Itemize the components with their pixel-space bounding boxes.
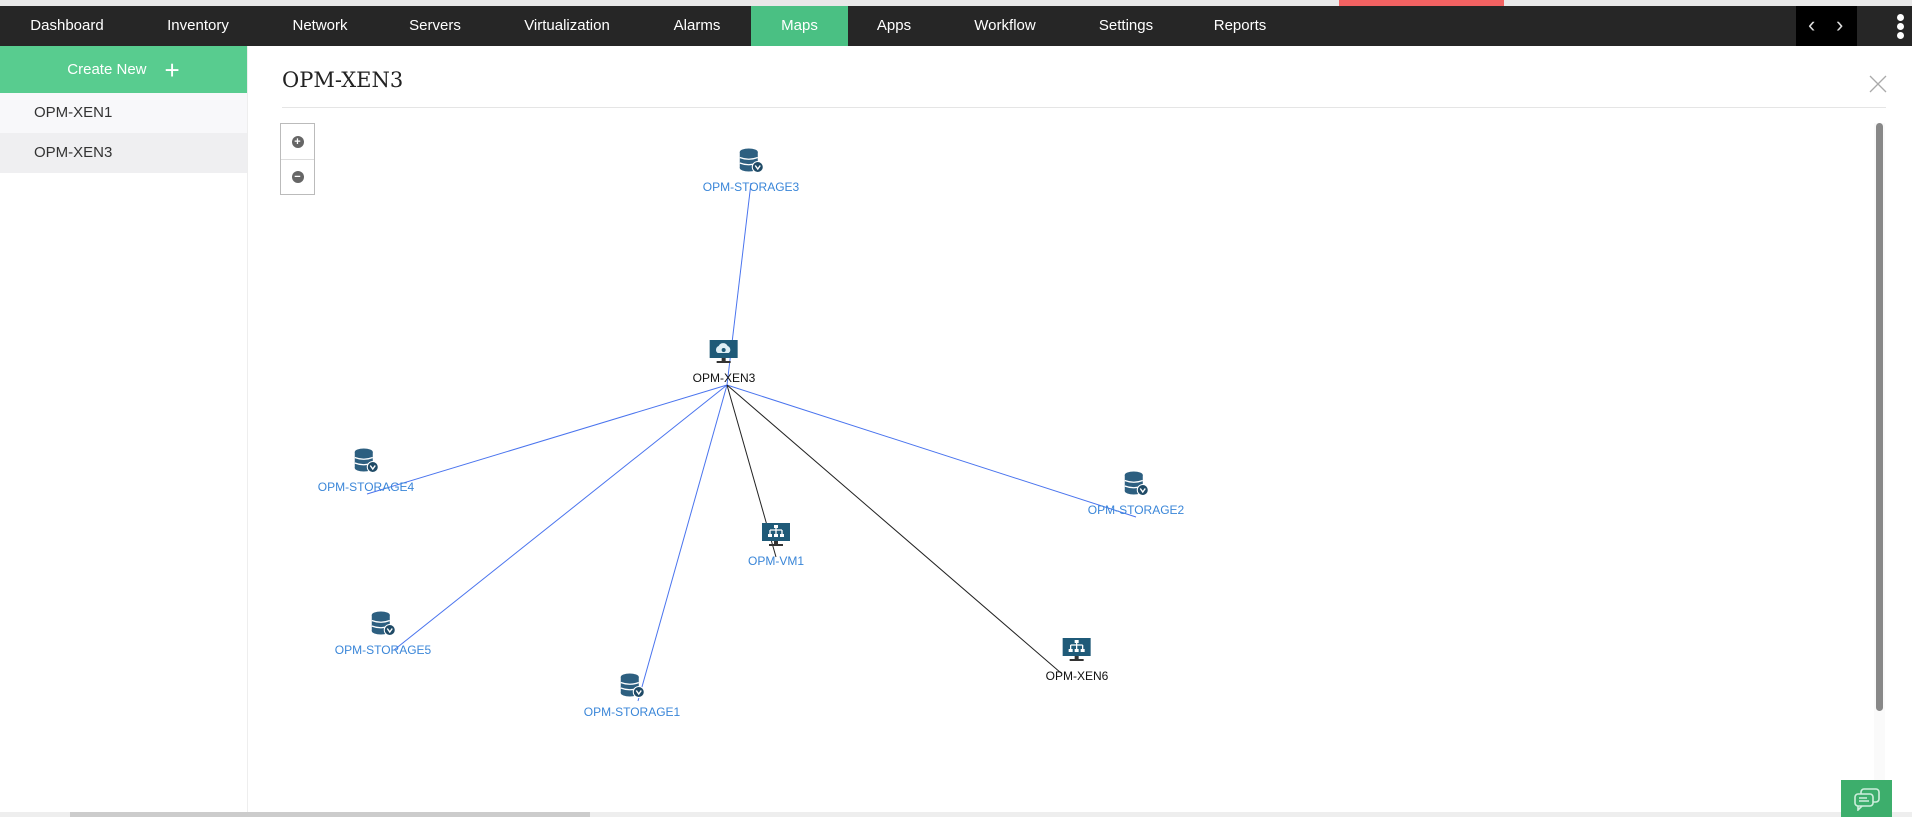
browser-strip xyxy=(0,0,1912,6)
sidebar: Create New + OPM-XEN1 OPM-XEN3 xyxy=(0,46,248,817)
vm-icon xyxy=(1062,638,1092,667)
chat-icon xyxy=(1853,787,1880,811)
nav-scroll-buttons: ‹ › xyxy=(1796,6,1857,46)
top-nav: Dashboard Inventory Network Servers Virtuali… xyxy=(0,6,1912,46)
zoom-out-icon: − xyxy=(291,171,304,183)
nav-item-inventory[interactable]: Inventory xyxy=(167,17,229,34)
nav-item-network[interactable]: Network xyxy=(292,17,348,34)
nav-item-virtualization[interactable]: Virtualization xyxy=(524,17,610,34)
map-node-opm-vm1[interactable]: OPM-VM1 xyxy=(748,522,804,568)
page-title: OPM-XEN3 xyxy=(282,68,404,92)
sidebar-item-opm-xen1[interactable]: OPM-XEN1 xyxy=(0,93,247,133)
map-node-opm-storage1[interactable]: OPM-STORAGE1 xyxy=(584,673,680,719)
nav-item-apps[interactable]: Apps xyxy=(876,17,912,34)
title-divider xyxy=(282,107,1886,108)
nav-item-settings[interactable]: Settings xyxy=(1098,17,1154,34)
zoom-in-icon: + xyxy=(291,135,304,148)
nav-item-reports[interactable]: Reports xyxy=(1213,17,1267,34)
horizontal-scrollbar[interactable] xyxy=(0,812,1912,817)
node-label: OPM-STORAGE5 xyxy=(334,643,432,657)
nav-prev-button[interactable]: ‹ xyxy=(1808,12,1816,37)
storage-icon xyxy=(618,673,646,703)
nav-next-button[interactable]: › xyxy=(1836,12,1844,37)
link-xen3-s4 xyxy=(366,384,728,495)
nav-item-alarms[interactable]: Alarms xyxy=(673,17,721,34)
node-label: OPM-XEN3 xyxy=(692,371,756,385)
storage-icon xyxy=(352,448,380,478)
node-label: OPM-VM1 xyxy=(747,554,805,568)
plus-icon: + xyxy=(164,54,180,85)
map-node-opm-xen3[interactable]: OPM-XEN3 xyxy=(692,339,756,385)
link-xen3-s1 xyxy=(637,384,728,702)
link-xen3-s2 xyxy=(726,384,1137,518)
create-new-button[interactable]: Create New + xyxy=(0,46,247,93)
zoom-in-button[interactable]: + xyxy=(281,124,314,159)
node-label: OPM-STORAGE4 xyxy=(317,480,415,494)
close-icon[interactable] xyxy=(1866,72,1890,96)
nav-item-workflow[interactable]: Workflow xyxy=(974,17,1036,34)
sidebar-item-opm-xen3[interactable]: OPM-XEN3 xyxy=(0,133,247,173)
nav-item-dashboard[interactable]: Dashboard xyxy=(30,17,104,34)
zoom-control: + − xyxy=(280,123,315,195)
storage-icon xyxy=(737,148,765,178)
node-label: OPM-STORAGE2 xyxy=(1087,503,1185,517)
alert-indicator xyxy=(1339,0,1504,6)
map-node-opm-xen6[interactable]: OPM-XEN6 xyxy=(1045,637,1109,683)
create-new-label: Create New xyxy=(67,61,147,78)
storage-icon xyxy=(1122,471,1150,501)
node-label: OPM-STORAGE1 xyxy=(583,705,681,719)
nav-item-servers[interactable]: Servers xyxy=(409,17,461,34)
storage-icon xyxy=(369,611,397,641)
map-node-opm-storage2[interactable]: OPM-STORAGE2 xyxy=(1088,471,1184,517)
xen-host-icon xyxy=(709,340,739,369)
chat-button[interactable] xyxy=(1841,780,1892,817)
vm-icon xyxy=(761,523,791,552)
node-label: OPM-STORAGE3 xyxy=(702,180,800,194)
zoom-out-button[interactable]: − xyxy=(281,159,314,194)
vertical-scrollbar[interactable] xyxy=(1876,123,1883,711)
more-menu-icon[interactable] xyxy=(1897,14,1907,41)
map-node-opm-storage5[interactable]: OPM-STORAGE5 xyxy=(335,611,431,657)
map-node-opm-storage3[interactable]: OPM-STORAGE3 xyxy=(703,148,799,194)
nav-item-maps[interactable]: Maps xyxy=(751,6,848,46)
map-node-opm-storage4[interactable]: OPM-STORAGE4 xyxy=(318,448,414,494)
node-label: OPM-XEN6 xyxy=(1045,669,1109,683)
link-xen3-s5 xyxy=(393,384,728,651)
